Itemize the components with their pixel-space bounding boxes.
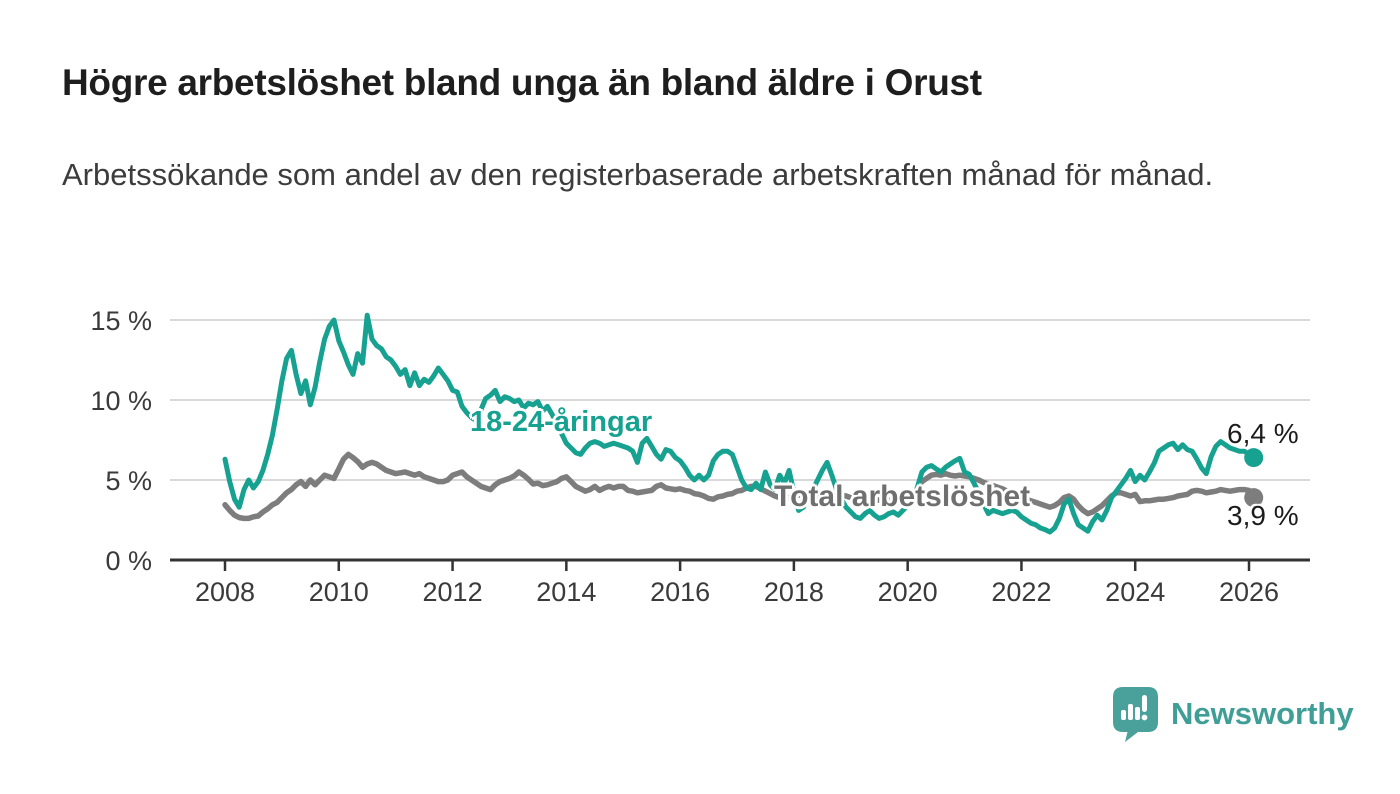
- logo-exclamation-dot: [1141, 714, 1148, 721]
- x-tick-label: 2016: [650, 577, 710, 607]
- chart-subtitle: Arbetssökande som andel av den registerb…: [62, 157, 1214, 192]
- series-label-total: Total arbetslöshet: [774, 480, 1031, 513]
- series-line-total: [222, 451, 1257, 522]
- series-line-youth: [222, 312, 1257, 535]
- x-tick-label: 2024: [1105, 577, 1165, 607]
- y-tick-label: 10 %: [90, 386, 152, 416]
- logo-bar-3: [1135, 707, 1140, 720]
- y-tick-label: 15 %: [90, 306, 152, 336]
- x-tick-label: 2018: [764, 577, 824, 607]
- series-label-youth: 18-24-åringar: [470, 406, 653, 438]
- y-tick-label: 0 %: [105, 546, 152, 576]
- x-tick-label: 2014: [536, 577, 596, 607]
- x-tick-label: 2010: [309, 577, 369, 607]
- x-tick-label: 2012: [423, 577, 483, 607]
- x-tick-label: 2020: [878, 577, 938, 607]
- newsworthy-logo-icon: [1113, 687, 1158, 742]
- brand-wordmark: Newsworthy: [1171, 696, 1354, 731]
- x-tick-label: 2008: [195, 577, 255, 607]
- logo-bar-2: [1128, 704, 1133, 720]
- y-tick-label: 5 %: [105, 466, 152, 496]
- logo-bar-1: [1121, 710, 1126, 720]
- series-end-dot-total: [1244, 488, 1264, 508]
- x-tick-label: 2022: [991, 577, 1051, 607]
- series-end-dot-youth: [1244, 448, 1264, 468]
- page-title: Högre arbetslöshet bland unga än bland ä…: [62, 62, 982, 103]
- end-value-label-youth: 6,4 %: [1227, 418, 1299, 449]
- x-tick-label: 2026: [1219, 577, 1279, 607]
- end-value-label-total: 3,9 %: [1227, 500, 1299, 531]
- newsworthy-logo: Newsworthy: [1112, 686, 1354, 742]
- logo-exclamation-bar: [1142, 695, 1147, 712]
